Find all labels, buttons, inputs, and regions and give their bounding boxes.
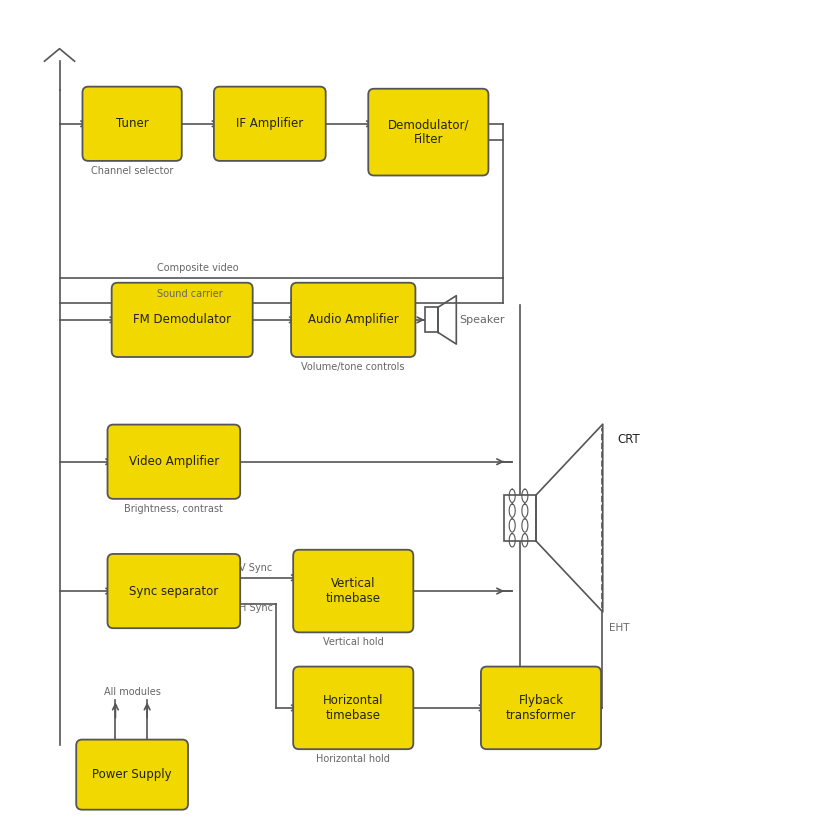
Text: Speaker: Speaker [459, 315, 504, 325]
Text: Power Supply: Power Supply [92, 768, 172, 781]
Text: Video Amplifier: Video Amplifier [129, 455, 219, 468]
Bar [504, 495, 536, 541]
Text: IF Amplifier: IF Amplifier [236, 118, 303, 130]
Text: Tuner: Tuner [116, 118, 149, 130]
FancyBboxPatch shape [481, 667, 601, 749]
Text: Demodulator/
Filter: Demodulator/ Filter [387, 118, 469, 146]
Text: V Sync: V Sync [239, 563, 272, 573]
FancyBboxPatch shape [108, 554, 240, 628]
Text: FM Demodulator: FM Demodulator [134, 313, 231, 327]
Text: Horizontal hold: Horizontal hold [317, 754, 391, 764]
FancyBboxPatch shape [214, 87, 326, 161]
FancyBboxPatch shape [293, 549, 413, 633]
FancyBboxPatch shape [82, 87, 181, 161]
Text: All modules: All modules [103, 687, 160, 697]
FancyBboxPatch shape [108, 424, 240, 499]
FancyBboxPatch shape [112, 283, 253, 357]
Text: Brightness, contrast: Brightness, contrast [124, 504, 223, 514]
Text: CRT: CRT [617, 433, 641, 445]
Text: Vertical
timebase: Vertical timebase [326, 577, 381, 605]
Text: Volume/tone controls: Volume/tone controls [302, 362, 405, 372]
Text: Sync separator: Sync separator [129, 585, 218, 597]
FancyBboxPatch shape [76, 739, 188, 810]
Text: EHT: EHT [609, 622, 629, 633]
FancyBboxPatch shape [368, 89, 488, 176]
Text: Audio Amplifier: Audio Amplifier [308, 313, 399, 327]
Text: H Sync: H Sync [239, 603, 272, 612]
Text: Vertical hold: Vertical hold [323, 638, 384, 648]
Text: Sound carrier: Sound carrier [157, 289, 223, 299]
Text: Flyback
transformer: Flyback transformer [506, 694, 576, 722]
FancyBboxPatch shape [291, 283, 416, 357]
Text: Channel selector: Channel selector [91, 166, 173, 176]
Text: Horizontal
timebase: Horizontal timebase [323, 694, 384, 722]
FancyBboxPatch shape [293, 667, 413, 749]
Text: Composite video: Composite video [157, 263, 239, 273]
Bar [424, 307, 438, 333]
